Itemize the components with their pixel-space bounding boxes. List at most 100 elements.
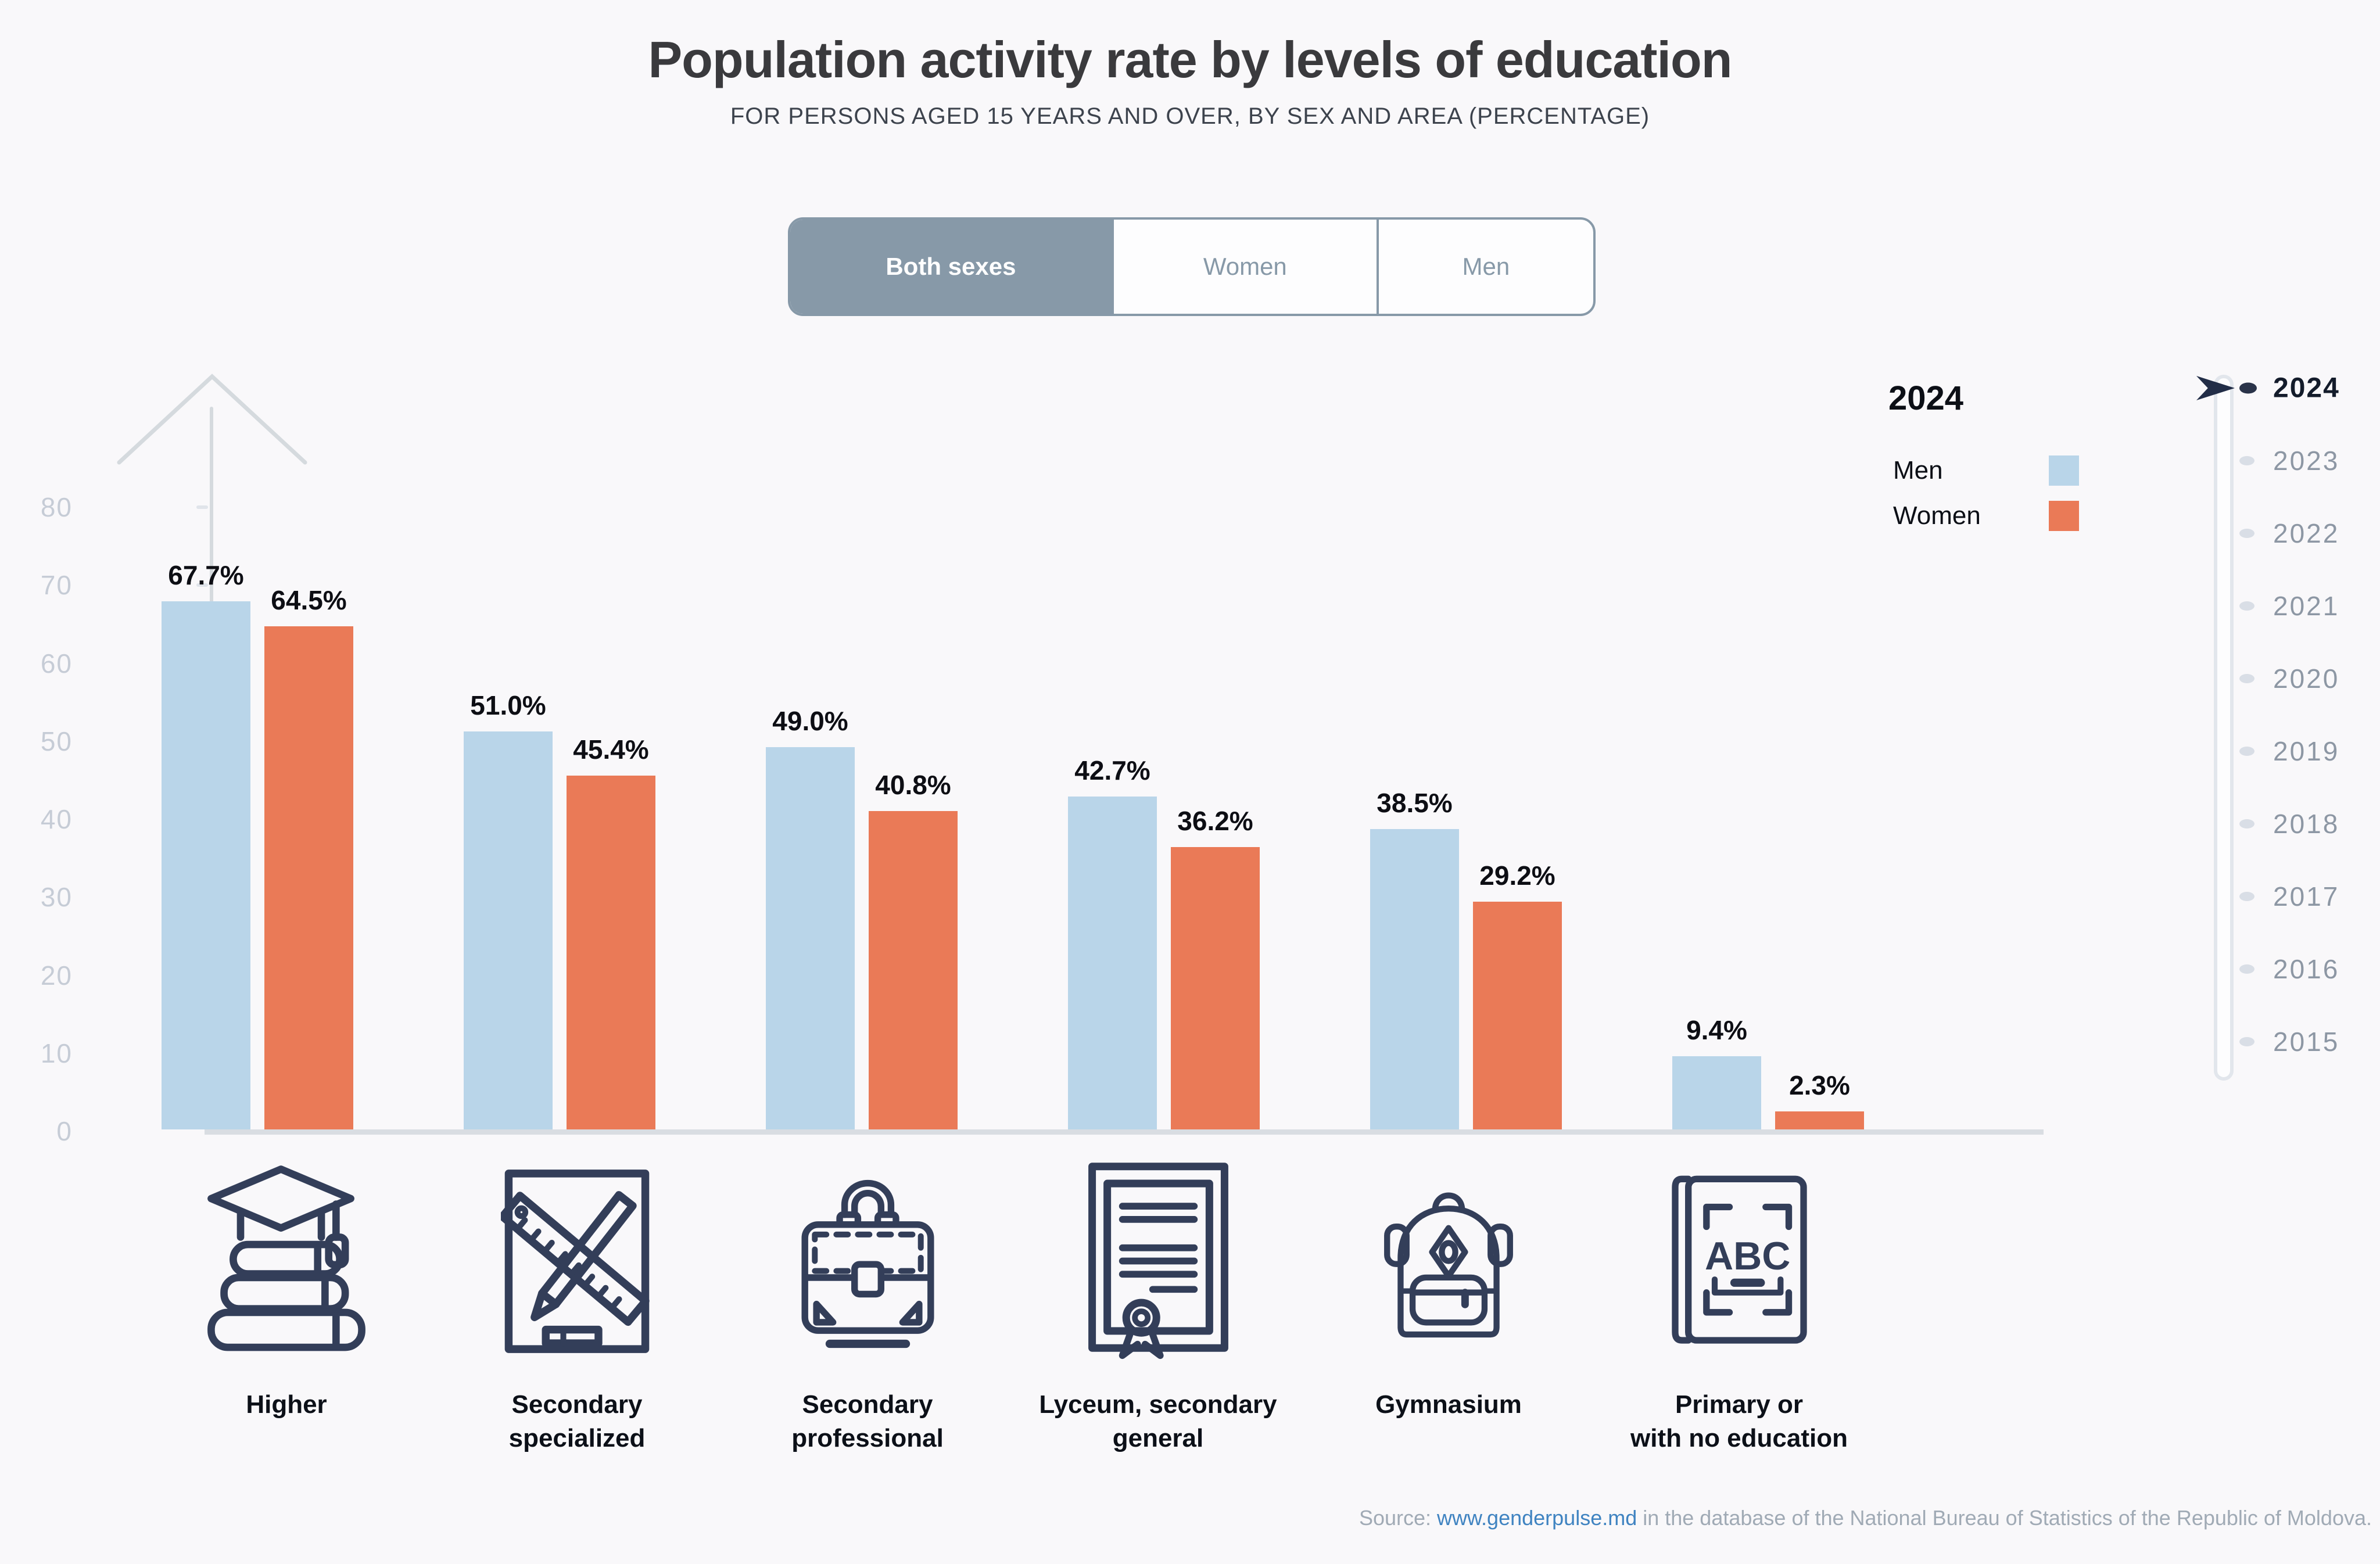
year-label-2016[interactable]: 2016 bbox=[2273, 954, 2340, 984]
category-label-line: specialized bbox=[508, 1424, 646, 1452]
bar-men: 51.0% bbox=[464, 690, 553, 1129]
category-label-line: general bbox=[1112, 1424, 1204, 1452]
briefcase-icon bbox=[785, 1149, 951, 1373]
bar-value-label: 49.0% bbox=[772, 706, 848, 737]
bar-group: 51.0% 45.4% bbox=[464, 690, 655, 1129]
y-axis-tick-label: 50 bbox=[40, 726, 73, 756]
year-dot-2021[interactable] bbox=[2239, 601, 2254, 611]
y-axis-tick-label: 20 bbox=[40, 960, 73, 991]
category-label-line: Secondary bbox=[802, 1390, 933, 1419]
year-label-2015[interactable]: 2015 bbox=[2273, 1027, 2340, 1057]
bar-group: 42.7% 36.2% bbox=[1068, 755, 1260, 1129]
year-label-2022[interactable]: 2022 bbox=[2273, 518, 2340, 548]
y-axis-tick-label: 10 bbox=[40, 1038, 73, 1068]
y-axis-tick-label: 60 bbox=[40, 648, 73, 679]
bar-value-label: 38.5% bbox=[1377, 788, 1453, 819]
bar-group: 38.5% 29.2% bbox=[1370, 788, 1562, 1129]
plot-area: 67.7% 64.5% 51.0% 45.4% 49.0% 40.8% 42.7% 36.2%… bbox=[162, 505, 1864, 1129]
toggle-option-both-sexes[interactable]: Both sexes bbox=[790, 220, 1112, 314]
year-dot-2015[interactable] bbox=[2239, 1037, 2254, 1046]
legend-series-label: Men bbox=[1893, 456, 1943, 485]
bar-women: 40.8% bbox=[869, 770, 958, 1129]
bar-value-label: 51.0% bbox=[470, 690, 546, 721]
year-dot-2018[interactable] bbox=[2239, 819, 2254, 828]
category-1: Higher bbox=[162, 1149, 411, 1455]
year-label-2020[interactable]: 2020 bbox=[2273, 663, 2340, 694]
category-label: Higher bbox=[246, 1388, 327, 1422]
year-dot-2022[interactable] bbox=[2239, 529, 2254, 538]
bar-value-label: 36.2% bbox=[1177, 806, 1253, 837]
category-3: Secondary professional bbox=[743, 1149, 992, 1455]
y-axis-tick-mark bbox=[196, 505, 208, 509]
legend-swatch-women bbox=[2049, 501, 2079, 531]
year-label-2021[interactable]: 2021 bbox=[2273, 591, 2340, 621]
bar-group: 9.4% 2.3% bbox=[1672, 1015, 1864, 1129]
bar-group: 67.7% 64.5% bbox=[162, 560, 353, 1129]
bar-men: 38.5% bbox=[1370, 788, 1459, 1129]
bar-value-label: 9.4% bbox=[1686, 1014, 1747, 1045]
legend-row-men: Men bbox=[1893, 455, 2079, 486]
y-axis-tick-label: 80 bbox=[40, 492, 73, 522]
graduation-cap-books-icon bbox=[199, 1149, 374, 1373]
toggle-option-men[interactable]: Men bbox=[1376, 220, 1593, 314]
bar-value-label: 2.3% bbox=[1789, 1070, 1850, 1101]
year-dot-2024[interactable] bbox=[2239, 382, 2257, 394]
bar-value-label: 64.5% bbox=[271, 585, 347, 616]
ruler-pencil-icon bbox=[501, 1149, 653, 1373]
category-6: ABC Primary or with no education bbox=[1614, 1149, 1864, 1455]
year-dot-2023[interactable] bbox=[2239, 456, 2254, 465]
bar-men: 67.7% bbox=[162, 560, 250, 1129]
bar-value-label: 29.2% bbox=[1479, 860, 1555, 891]
year-label-2019[interactable]: 2019 bbox=[2273, 736, 2340, 766]
year-dot-2020[interactable] bbox=[2239, 674, 2254, 683]
abc-book-icon: ABC bbox=[1665, 1149, 1813, 1373]
category-label-line: Secondary bbox=[511, 1390, 643, 1419]
year-label-2017[interactable]: 2017 bbox=[2273, 881, 2340, 912]
year-dot-2017[interactable] bbox=[2239, 892, 2254, 901]
sex-filter-toggle: Both sexes Women Men bbox=[788, 217, 1596, 316]
category-label: Primary or with no education bbox=[1630, 1388, 1848, 1455]
year-dot-2019[interactable] bbox=[2239, 747, 2254, 756]
year-label-2024[interactable]: 2024 bbox=[2273, 372, 2340, 404]
category-label-line: Primary or bbox=[1675, 1390, 1804, 1419]
x-axis-baseline bbox=[205, 1129, 2044, 1135]
bar-men: 42.7% bbox=[1068, 755, 1157, 1129]
bar-women: 29.2% bbox=[1473, 860, 1562, 1129]
svg-text:ABC: ABC bbox=[1705, 1234, 1790, 1278]
category-label-line: Lyceum, secondary bbox=[1039, 1390, 1277, 1419]
category-label: Secondary specialized bbox=[509, 1388, 646, 1455]
category-label: Lyceum, secondary general bbox=[1039, 1388, 1277, 1455]
category-label-line: professional bbox=[791, 1424, 944, 1452]
toggle-option-women[interactable]: Women bbox=[1111, 220, 1377, 314]
category-icons-row: Higher Secondary specialized Secondary pro… bbox=[162, 1149, 1864, 1455]
bar-women: 36.2% bbox=[1171, 806, 1260, 1129]
y-axis-tick-label: 0 bbox=[56, 1116, 73, 1146]
y-axis-tick-label: 40 bbox=[40, 804, 73, 834]
year-label-2023[interactable]: 2023 bbox=[2273, 446, 2340, 476]
category-label: Secondary professional bbox=[791, 1388, 944, 1455]
year-label-2018[interactable]: 2018 bbox=[2273, 809, 2340, 839]
certificate-icon bbox=[1084, 1149, 1232, 1373]
y-axis-tick-mark bbox=[196, 583, 208, 587]
bar-value-label: 67.7% bbox=[168, 560, 244, 591]
category-5: Gymnasium bbox=[1324, 1149, 1573, 1455]
bar-value-label: 45.4% bbox=[573, 734, 649, 765]
category-label-line: Higher bbox=[246, 1390, 327, 1419]
bar-women: 2.3% bbox=[1775, 1070, 1864, 1129]
source-link[interactable]: www.genderpulse.md bbox=[1437, 1506, 1637, 1530]
year-dot-2016[interactable] bbox=[2239, 964, 2254, 974]
page-title: Population activity rate by levels of ed… bbox=[648, 31, 1732, 88]
category-label-line: with no education bbox=[1630, 1424, 1848, 1452]
y-axis-arrow-icon bbox=[117, 374, 307, 465]
page-subtitle: FOR PERSONS AGED 15 YEARS AND OVER, BY S… bbox=[730, 103, 1650, 129]
y-axis-tick-label: 30 bbox=[40, 882, 73, 913]
category-4: Lyceum, secondary general bbox=[1033, 1149, 1283, 1455]
year-timeline-track[interactable] bbox=[2214, 375, 2234, 1081]
bar-value-label: 40.8% bbox=[875, 770, 951, 801]
y-axis-tick-label: 70 bbox=[40, 570, 73, 601]
legend-series-label: Women bbox=[1893, 501, 1981, 530]
backpack-icon bbox=[1374, 1149, 1524, 1373]
bar-women: 64.5% bbox=[264, 585, 353, 1129]
source-suffix: in the database of the National Bureau o… bbox=[1637, 1506, 2372, 1530]
